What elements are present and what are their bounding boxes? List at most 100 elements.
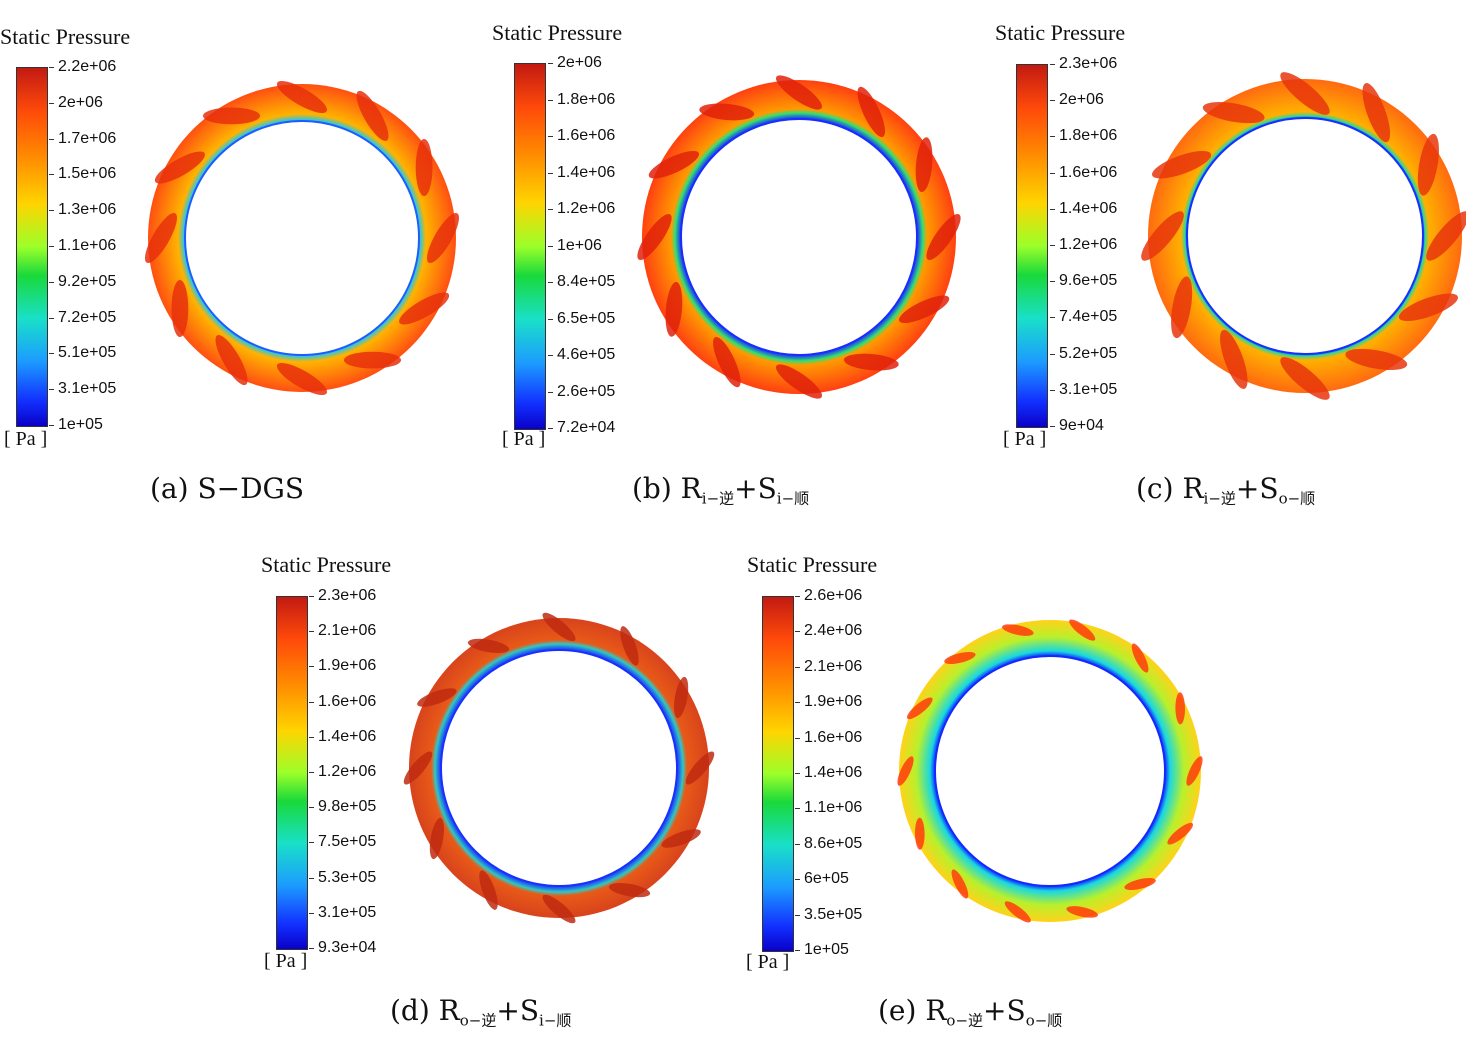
tick-label: 5.3e+05 <box>308 868 377 886</box>
tick-label: 1e+06 <box>548 236 602 254</box>
pressure-ring <box>145 81 459 395</box>
caption-text: (a) S−DGS <box>150 472 305 505</box>
tick-label: 1.1e+06 <box>794 799 863 817</box>
caption-symbol: R <box>438 994 460 1027</box>
tick-label: 1.9e+06 <box>308 657 377 675</box>
pressure-lobe <box>608 882 651 898</box>
pressure-lobe <box>673 676 689 719</box>
ring-bore <box>184 120 420 356</box>
pressure-lobe <box>620 626 639 666</box>
caption-prefix: (d) <box>390 994 439 1027</box>
pressure-lobe <box>843 353 899 371</box>
caption-symbol: S <box>1259 472 1279 505</box>
caption-subscript: o−顺 <box>1278 489 1316 508</box>
tick-label: 8.6e+05 <box>794 834 863 852</box>
caption-plus: + <box>983 994 1007 1027</box>
tick-label: 1.9e+06 <box>794 693 863 711</box>
pressure-lobe <box>1186 756 1203 786</box>
tick-label: 6.5e+05 <box>547 309 616 327</box>
tick-label: 1e+05 <box>795 941 849 958</box>
unit-label: [ Pa ] <box>264 950 308 972</box>
pressure-lobe <box>648 150 700 179</box>
pressure-lobe <box>356 90 389 141</box>
tick-label: 1.5e+06 <box>48 165 117 183</box>
tick-label: 3.1e+05 <box>48 380 117 398</box>
tick-label: 6e+05 <box>795 870 849 888</box>
caption-symbol: R <box>680 472 702 505</box>
pressure-lobe <box>1345 348 1408 370</box>
pressure-lobe <box>542 894 576 924</box>
caption-subscript: o−顺 <box>1025 1011 1063 1030</box>
pressure-lobe <box>775 364 823 399</box>
colorbar <box>1016 64 1048 428</box>
pressure-lobe <box>1220 329 1248 389</box>
caption-subscript: i−顺 <box>539 1011 572 1030</box>
colorbar <box>276 596 308 950</box>
tick-label: 9.2e+05 <box>48 272 117 290</box>
caption-subscript: o−逆 <box>946 1011 984 1030</box>
pressure-lobe <box>1280 72 1330 115</box>
tick-label: 8.4e+05 <box>547 273 616 290</box>
tick-label: 1.6e+06 <box>547 127 616 144</box>
pressure-lobe <box>1066 906 1098 918</box>
legend-title: Static Pressure <box>0 24 131 49</box>
pressure-lobe <box>775 75 823 110</box>
pressure-ring <box>897 619 1203 923</box>
pressure-lobe <box>926 213 961 261</box>
pressure-lobe <box>467 638 510 654</box>
caption-e: (e) Ro−逆+So−顺 <box>878 994 1062 1030</box>
legend-title: Static Pressure <box>995 20 1126 45</box>
pressure-lobe <box>1124 877 1156 891</box>
pressure-lobe <box>145 212 177 264</box>
pressure-lobe <box>1426 211 1466 261</box>
unit-label: [ Pa ] <box>1003 428 1047 450</box>
pressure-lobe <box>415 139 433 196</box>
caption-prefix: (c) <box>1136 472 1183 505</box>
caption-symbol: R <box>925 994 947 1027</box>
pressure-lobe <box>1417 133 1439 196</box>
tick-label: 1.2e+06 <box>308 763 377 780</box>
pressure-lobe <box>1167 822 1194 845</box>
caption-symbol: S <box>757 472 777 505</box>
pressure-lobe <box>1004 901 1031 923</box>
caption-plus: + <box>496 994 520 1027</box>
tick-label: 1.3e+06 <box>48 201 117 219</box>
pressure-lobe <box>427 212 459 264</box>
pressure-lobe <box>171 280 189 337</box>
caption-d: (d) Ro−逆+Si−顺 <box>390 994 571 1030</box>
caption-subscript: o−逆 <box>459 1011 497 1030</box>
pressure-lobe <box>429 817 445 860</box>
tick-label: 1.6e+06 <box>308 692 377 710</box>
pressure-lobe <box>951 869 969 899</box>
pressure-ring <box>403 612 715 924</box>
tick-label: 1e+05 <box>49 416 103 433</box>
pressure-lobe <box>276 363 328 395</box>
pressure-lobe <box>1152 150 1212 179</box>
tick-label: 3.1e+05 <box>1049 380 1118 398</box>
tick-label: 3.5e+05 <box>794 905 863 923</box>
tick-label: 2.2e+06 <box>48 58 117 75</box>
tick-label: 1.8e+06 <box>547 90 616 108</box>
pressure-lobe <box>1069 619 1096 641</box>
tick-label: 1.2e+06 <box>547 200 616 217</box>
tick-label: 9.8e+05 <box>308 798 377 816</box>
pressure-lobe <box>1002 624 1034 636</box>
tick-label: 1.1e+06 <box>48 237 117 254</box>
pressure-lobe <box>403 751 433 785</box>
caption-prefix: (e) <box>878 994 926 1027</box>
tick-label: 1.4e+06 <box>308 727 377 745</box>
pressure-lobe <box>944 651 976 665</box>
legend-title: Static Pressure <box>492 20 623 45</box>
pressure-lobe <box>857 86 886 138</box>
tick-label: 1.6e+06 <box>1049 163 1118 181</box>
tick-label: 2.1e+06 <box>308 622 377 640</box>
tick-label: 1.4e+06 <box>1049 199 1118 217</box>
tick-label: 7.2e+04 <box>547 419 616 436</box>
caption-a: (a) S−DGS <box>150 472 304 505</box>
tick-label: 1.7e+06 <box>48 129 117 147</box>
pressure-lobe <box>399 292 450 325</box>
legend-title: Static Pressure <box>747 552 878 577</box>
tick-label: 5.1e+05 <box>48 344 117 362</box>
caption-symbol: S <box>1006 994 1026 1027</box>
tick-label: 2.4e+06 <box>794 622 863 640</box>
